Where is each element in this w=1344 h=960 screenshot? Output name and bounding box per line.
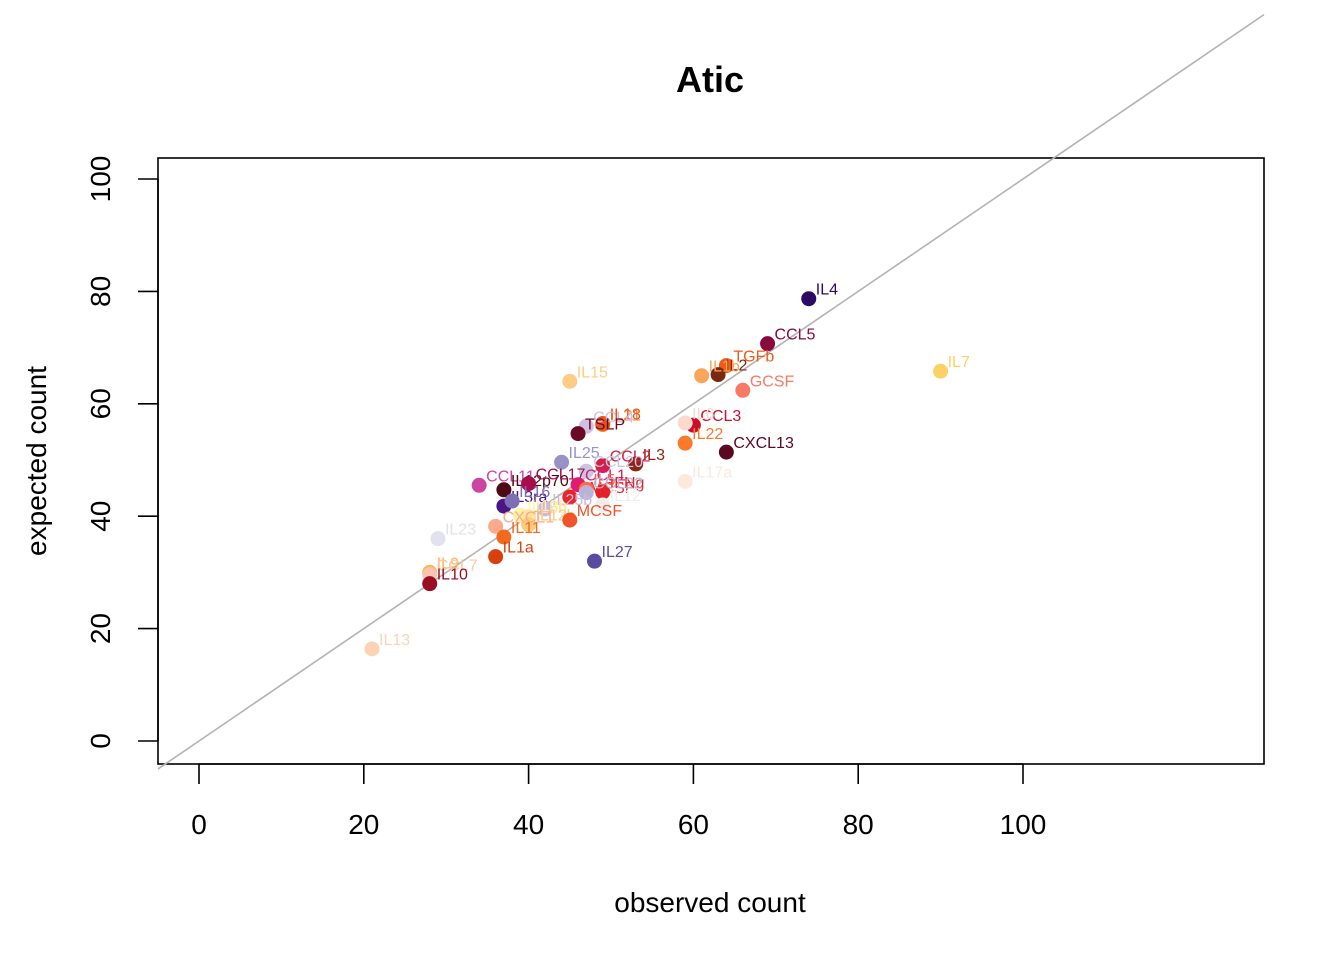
x-tick-label: 40	[513, 809, 544, 840]
point-label: IL23	[445, 522, 476, 539]
data-point	[562, 489, 578, 505]
data-point	[364, 641, 380, 657]
y-tick-label: 100	[85, 156, 116, 203]
data-point	[562, 373, 578, 389]
y-tick-label: 80	[85, 276, 116, 307]
point-label: IL25	[569, 445, 600, 462]
point-label: IL18	[610, 406, 641, 423]
point-label: IL17a	[692, 464, 732, 481]
data-point	[430, 531, 446, 547]
point-label: IL16	[519, 484, 550, 501]
data-point	[570, 426, 586, 442]
point-label: CCL7	[437, 558, 478, 575]
point-label: IL12	[610, 488, 641, 505]
point-label: IL15	[577, 364, 608, 381]
data-point	[735, 382, 751, 398]
data-point	[521, 476, 537, 492]
data-point	[578, 485, 594, 501]
y-axis-label: expected count	[21, 366, 52, 556]
data-point	[422, 576, 438, 592]
data-point	[578, 463, 594, 479]
point-label: IL3ra	[511, 489, 548, 506]
y-tick-label: 20	[85, 613, 116, 644]
data-point	[677, 435, 693, 451]
point-label: IL7	[948, 354, 970, 371]
point-label: TSLP	[585, 417, 625, 434]
data-point	[554, 454, 570, 470]
point-label: IL1a	[503, 540, 534, 557]
data-point	[694, 368, 710, 384]
y-tick-label: 60	[85, 388, 116, 419]
point-label: MCSF	[577, 503, 623, 520]
point-label: GCSF	[750, 373, 795, 390]
x-tick-label: 0	[191, 809, 207, 840]
identity-line	[157, 13, 1265, 770]
data-point	[595, 458, 611, 474]
data-point	[710, 367, 726, 383]
x-axis: 0 20 40 60 80 100	[191, 763, 1047, 840]
plot-frame	[157, 157, 1265, 765]
chart-title: Atic	[676, 59, 744, 100]
point-label: CCL22	[593, 476, 643, 493]
data-point	[595, 415, 611, 431]
reference-line	[157, 13, 1265, 770]
data-point	[496, 529, 512, 545]
data-point	[488, 549, 504, 565]
data-point	[521, 517, 537, 533]
point-label: IL25b	[552, 492, 592, 509]
x-tick-label: 20	[348, 809, 379, 840]
data-point	[677, 473, 693, 489]
point-label: IL11	[511, 520, 541, 537]
point-label: IL2	[725, 358, 747, 375]
point-label: CCL1	[585, 468, 626, 485]
point-label: CCL20	[593, 454, 643, 471]
data-point	[628, 456, 644, 472]
point-label: CCL3	[700, 408, 741, 425]
point-label: IL21	[610, 408, 641, 425]
data-point	[933, 363, 949, 379]
point-label: IL3	[643, 447, 665, 464]
data-point	[504, 493, 520, 509]
x-tick-label: 100	[1000, 809, 1047, 840]
point-label: IL6	[692, 406, 714, 423]
y-axis: 0 20 40 60 80 100	[85, 156, 159, 749]
data-point	[760, 336, 776, 352]
point-label: TGFb	[733, 349, 774, 366]
point-label: IL10	[437, 567, 468, 584]
data-point	[718, 444, 734, 460]
point-label: IL27	[602, 544, 633, 561]
point-label: IL5	[593, 472, 615, 489]
data-point	[488, 518, 504, 534]
data-point	[562, 512, 578, 528]
data-point	[496, 482, 512, 498]
point-label: CCL4	[593, 409, 634, 426]
point-label: IL13b	[527, 498, 567, 515]
y-tick-label: 40	[85, 501, 116, 532]
point-label: IL1b	[709, 359, 740, 376]
data-point	[677, 415, 693, 431]
y-tick-label: 0	[85, 733, 116, 749]
data-point	[801, 291, 817, 307]
x-tick-label: 60	[678, 809, 709, 840]
point-label: IL13	[379, 632, 410, 649]
point-label: CCL2	[610, 449, 651, 466]
x-tick-label: 80	[843, 809, 874, 840]
data-point	[595, 497, 611, 513]
point-label: IL22	[692, 426, 723, 443]
point-label: IL5b	[536, 500, 567, 517]
x-axis-label: observed count	[614, 887, 806, 918]
point-label: IFNg	[610, 475, 645, 492]
point-label: CXCL13	[733, 435, 794, 452]
data-point	[595, 484, 611, 500]
point-label: CXCL1	[503, 509, 555, 526]
point-label: IL9	[437, 555, 459, 572]
point-label: IL4	[816, 282, 838, 299]
data-point	[471, 477, 487, 493]
point-label: CCL5	[775, 327, 816, 344]
data-point	[587, 553, 603, 569]
data-point	[537, 501, 553, 517]
